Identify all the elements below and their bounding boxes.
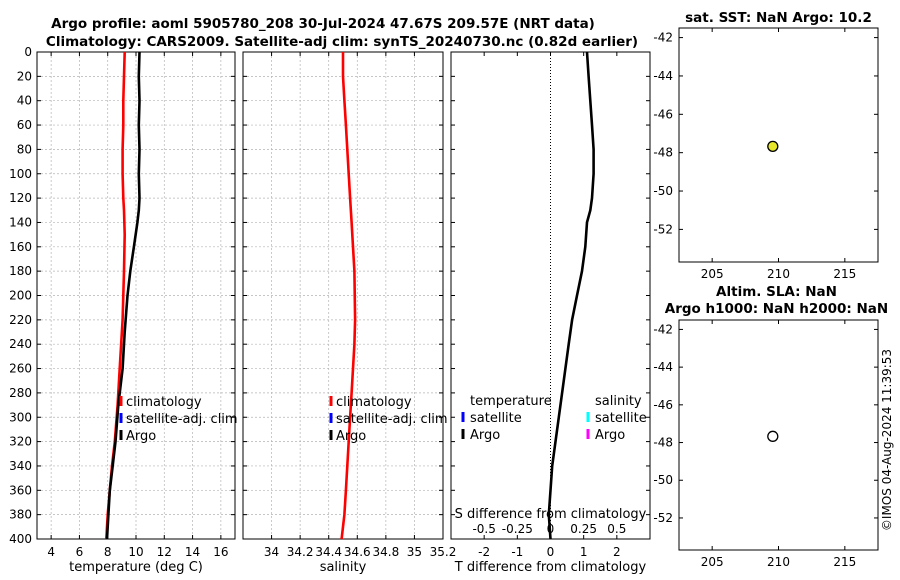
argo-position-marker <box>767 430 779 442</box>
x-tick-label: 1 <box>580 545 588 559</box>
x-tick-label: 215 <box>833 267 856 281</box>
y-tick-label: 300 <box>9 410 32 424</box>
y-tick-label: 180 <box>9 264 32 278</box>
legend-header-salinity: salinity <box>595 394 642 409</box>
y-tick-label: 260 <box>9 362 32 376</box>
series-line-climatology <box>340 52 357 540</box>
panel-salinity: 34 34.2 34.4 34.6 34.8 35 35.2 salinity climatol… <box>242 51 457 575</box>
x-tick-label: 35.2 <box>430 545 457 559</box>
panel-temperature: 4 6 8 10 12 14 1602040608010012014016018020022… <box>9 45 238 575</box>
x-axis-label: T difference from climatology <box>454 560 647 575</box>
x-tick-label: 0 <box>547 545 555 559</box>
x-tick-label: 205 <box>701 555 724 569</box>
figure-title-line1: Argo profile: aoml 5905780_208 30-Jul-20… <box>51 16 595 32</box>
y-tick-label: 120 <box>9 191 32 205</box>
series-line-argo <box>105 51 141 540</box>
s-tick-label: 0 <box>547 522 555 536</box>
y-tick-label: 200 <box>9 289 32 303</box>
y-tick-label: 360 <box>9 483 32 497</box>
legend-label: satellite <box>595 411 647 426</box>
x-tick-label: 34.2 <box>287 545 314 559</box>
x-tick-label: 16 <box>213 545 228 559</box>
legend-label: climatology <box>336 395 412 410</box>
y-tick-label: 220 <box>9 313 32 327</box>
x-tick-label: 10 <box>128 545 143 559</box>
y-tick-label: 400 <box>9 532 32 546</box>
x-tick-label: 12 <box>157 545 172 559</box>
legend-label: Argo <box>470 428 500 443</box>
y-tick-label: 80 <box>17 142 32 156</box>
legend-label: satellite-adj. clim <box>126 412 238 427</box>
x-tick-label: 6 <box>76 545 84 559</box>
legend-label: satellite <box>470 411 522 426</box>
legend-label: Argo <box>595 428 625 443</box>
y-tick-label: 160 <box>9 240 32 254</box>
x-tick-label: 215 <box>833 555 856 569</box>
x-axis-label: temperature (deg C) <box>69 560 203 575</box>
plots-layer: 4 6 8 10 12 14 1602040608010012014016018020022… <box>9 10 888 575</box>
x-axis-label: salinity <box>320 560 367 575</box>
legend-label: Argo <box>336 429 366 444</box>
y-tick-label: -50 <box>653 473 673 487</box>
y-tick-label: -42 <box>653 322 673 336</box>
y-tick-label: -52 <box>653 222 673 236</box>
legend-label: satellite-adj. clim <box>336 412 448 427</box>
series-line-t-argo-climatology <box>547 51 595 540</box>
y-tick-label: -48 <box>653 146 673 160</box>
imos-timestamp: ©IMOS 04-Aug-2024 11:39:53 <box>880 349 894 531</box>
x-tick-label: 210 <box>767 555 790 569</box>
x-tick-label: -2 <box>478 545 490 559</box>
legend-label: Argo <box>126 429 156 444</box>
y-tick-label: 320 <box>9 435 32 449</box>
s-tick-label: -0.25 <box>502 522 533 536</box>
s-tick-label: 0.25 <box>570 522 597 536</box>
figure-title-line2: Climatology: CARS2009. Satellite-adj cli… <box>46 34 638 50</box>
y-tick-label: -52 <box>653 511 673 525</box>
s-tick-label: 0.5 <box>607 522 626 536</box>
axes-box <box>678 27 879 263</box>
axes-box <box>678 319 879 551</box>
x-tick-label: 14 <box>185 545 200 559</box>
x-tick-label: 8 <box>104 545 112 559</box>
y-tick-label: 240 <box>9 337 32 351</box>
x-tick-label: 2 <box>613 545 621 559</box>
y-tick-label: 140 <box>9 215 32 229</box>
y-tick-label: -44 <box>653 360 673 374</box>
y-tick-label: -46 <box>653 398 673 412</box>
y-tick-label: -48 <box>653 436 673 450</box>
x-tick-label: 205 <box>701 267 724 281</box>
y-tick-label: -50 <box>653 184 673 198</box>
y-tick-label: -42 <box>653 31 673 45</box>
argo-position-marker <box>767 140 779 152</box>
y-tick-label: 280 <box>9 386 32 400</box>
x-tick-label: -1 <box>511 545 523 559</box>
y-tick-label: 60 <box>17 118 32 132</box>
y-tick-label: 20 <box>17 69 32 83</box>
y-tick-label: -46 <box>653 107 673 121</box>
x-tick-label: 34.4 <box>315 545 342 559</box>
s-tick-label: -0.5 <box>472 522 495 536</box>
panel-sst_map: 205 210 215 -42 -44 -46 -48 -50 -52 sat. SST: NaN… <box>653 10 879 281</box>
y-tick-label: -44 <box>653 69 673 83</box>
x-tick-label: 34.8 <box>372 545 399 559</box>
x-tick-label: 34.6 <box>344 545 371 559</box>
x-tick-label: 210 <box>767 267 790 281</box>
x-tick-label: 4 <box>47 545 55 559</box>
y-tick-label: 340 <box>9 459 32 473</box>
y-tick-label: 0 <box>24 45 32 59</box>
x-axis-label-top: S difference from climatology <box>455 507 647 522</box>
legend-label: climatology <box>126 395 202 410</box>
map-title: sat. SST: NaN Argo: 10.2 <box>685 10 872 26</box>
panel-difference: -2 -1 0 1 2T difference from climatology S di… <box>450 51 651 575</box>
map-subtitle: Argo h1000: NaN h2000: NaN <box>665 301 888 317</box>
map-title: Altim. SLA: NaN <box>716 284 837 300</box>
y-tick-label: 100 <box>9 167 32 181</box>
x-tick-label: 35 <box>407 545 422 559</box>
y-tick-label: 40 <box>17 94 32 108</box>
panel-sla_map: 205 210 215 -42 -44 -46 -48 -50 -52 Altim. SLA: N… <box>653 284 888 569</box>
x-tick-label: 34 <box>264 545 279 559</box>
legend-header-temperature: temperature <box>470 394 552 409</box>
y-tick-label: 380 <box>9 508 32 522</box>
